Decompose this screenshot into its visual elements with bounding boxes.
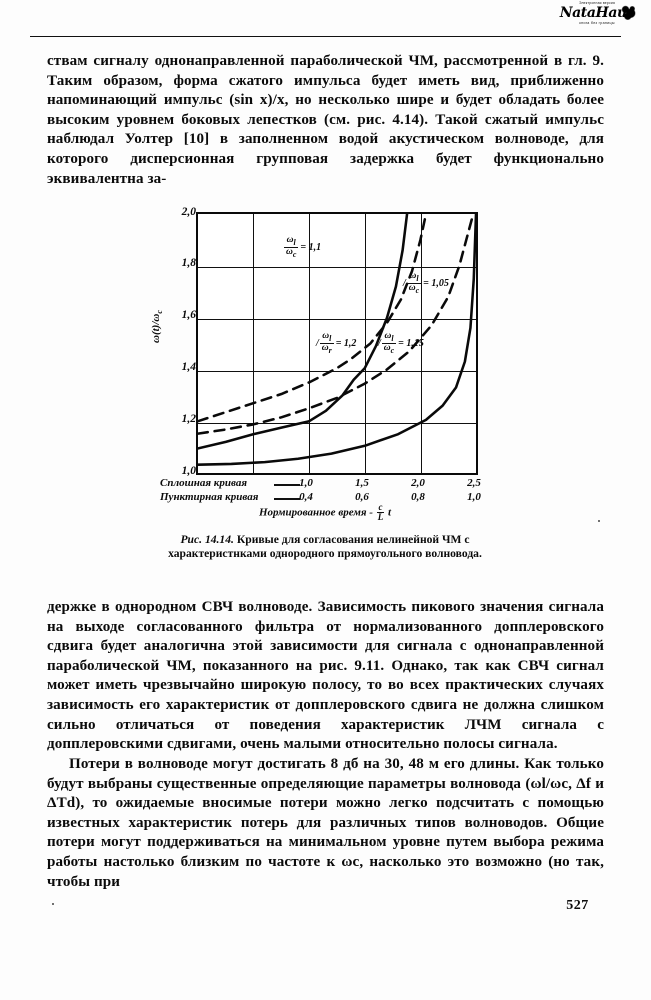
page-number: 527 [566, 898, 589, 913]
watermark: Электронная версия NataHaus книга без гр… [551, 1, 643, 28]
paragraph-3: Потери в волноводе могут достигать 8 дб … [47, 756, 604, 890]
gridline-v-4 [421, 214, 423, 473]
chart-ytick-2: 1,4 [181, 361, 196, 373]
paragraph-1: ствам сигналу однонаправленной параболич… [47, 53, 604, 187]
chart-annotation-1-num: ωl [406, 271, 422, 285]
gridline-v-2 [309, 214, 311, 473]
chart-xtick-solid-1: 1,5 [355, 477, 369, 489]
chart-ytick-1: 1,2 [181, 413, 196, 425]
chart-annotation-2-num: ωl [319, 331, 334, 345]
chart-annotation-2-value: = 1,2 [335, 338, 357, 350]
chart-legend-row-solid: Сплошная кривая 1,0 1,5 2,0 2,5 [150, 477, 500, 492]
chart-series-1 [198, 214, 476, 466]
gridline-h-1-8 [198, 266, 476, 268]
chart-annotation-3: / ωl ωc = 1,15 [378, 331, 424, 356]
paragraph-1-container: ствам сигналу однонаправленной параболич… [47, 52, 604, 189]
paragraph-2: держке в однородном СВЧ волноводе. Завис… [47, 599, 604, 753]
scan-speck-2 [52, 903, 54, 905]
paragraph-2-container: держке в однородном СВЧ волноводе. Завис… [47, 598, 604, 755]
chart-xtick-solid-2: 2,0 [411, 477, 425, 489]
watermark-brand: NataHaus [559, 5, 637, 22]
chart-annotation-3-fraction: ωl ωc [381, 331, 397, 356]
chart-annotation-1-fraction: ωl ωc [406, 271, 422, 296]
chart-annotation-0-fraction: ωl ωc [284, 235, 299, 260]
chart-ytick-5: 2,0 [181, 206, 196, 218]
chart-ytick-0: 1,0 [181, 465, 196, 477]
figure-caption: Рис. 14.14. Кривые для согласования нели… [150, 533, 500, 562]
watermark-bottom-line: книга без границы [579, 21, 615, 26]
figure-14-14: ω(t)/ωc 2,0 1,8 1,6 1,4 1,2 1,0 [150, 203, 500, 533]
chart-annotation-2-fraction: ωl ωr [319, 331, 334, 356]
chart-series-0 [198, 214, 409, 450]
chart-x-axis-label-suffix: t [387, 506, 392, 519]
chart-x-axis-label-text: Нормированное время - [258, 506, 373, 519]
chart-xtick-dashed-2: 0,8 [411, 491, 425, 503]
paragraph-3-container: Потери в волноводе могут достигать 8 дб … [47, 755, 604, 892]
chart-annotation-3-den: ωc [383, 343, 395, 356]
chart-annotation-3-value: = 1,15 [398, 338, 424, 350]
chart: ω(t)/ωc 2,0 1,8 1,6 1,4 1,2 1,0 [150, 203, 500, 533]
chart-annotation-3-leader: / [378, 338, 381, 350]
chart-xtick-dashed-0: 0,4 [299, 491, 313, 503]
chart-xtick-dashed-3: 1,0 [467, 491, 481, 503]
chart-annotation-2-leader: / [316, 338, 319, 350]
gridline-h-1-2 [198, 422, 476, 424]
chart-ytick-3: 1,6 [181, 309, 196, 321]
chart-xtick-solid-3: 2,5 [467, 477, 481, 489]
chart-annotation-2-den: ωr [321, 343, 332, 356]
page-number-container: 527 [0, 898, 651, 914]
chart-series-3 [198, 214, 475, 435]
chart-xtick-dashed-1: 0,6 [355, 491, 369, 503]
chart-series-2 [198, 214, 428, 423]
figure-caption-label: Рис. 14.14. [180, 533, 234, 546]
gridline-v-3 [365, 214, 367, 473]
watermark-brand-text: NataHaus [559, 5, 635, 22]
chart-legend-dashed-label: Пунктирная кривая [160, 491, 259, 503]
chart-annotation-1: / ωl ωc = 1,05 [403, 271, 449, 296]
gridline-h-1-4 [198, 370, 476, 372]
chart-legend-solid-swatch [274, 484, 300, 486]
chart-x-axis-label: Нормированное время - c L t [150, 502, 500, 523]
chart-plot-area: ωl ωc = 1,1 / ωl ωc = 1,05 / ωl ωr [196, 212, 478, 475]
chart-annotation-2: / ωl ωr = 1,2 [316, 331, 357, 356]
figure-caption-text: Кривые для согласования нелинейной ЧМ с … [168, 533, 482, 561]
header-rule [30, 36, 621, 37]
chart-annotation-1-value: = 1,05 [423, 278, 449, 290]
chart-annotation-0: ωl ωc = 1,1 [284, 235, 322, 260]
chart-legend-solid-label: Сплошная кривая [160, 477, 247, 489]
gridline-h-1-6 [198, 318, 476, 320]
chart-annotation-1-leader: / [403, 278, 406, 290]
chart-annotation-1-den: ωc [408, 283, 420, 296]
chart-annotation-0-num: ωl [284, 235, 299, 249]
chart-annotation-0-value: = 1,1 [300, 242, 322, 254]
chart-ytick-4: 1,8 [181, 257, 196, 269]
watermark-emblem-icon [621, 5, 637, 21]
chart-x-axis-fraction: c L [376, 502, 385, 523]
chart-xtick-solid-0: 1,0 [299, 477, 313, 489]
scan-speck-1 [598, 520, 600, 522]
chart-annotation-3-num: ωl [381, 331, 397, 345]
chart-x-axis-fraction-num: c [376, 502, 385, 514]
chart-annotation-0-den: ωc [286, 247, 297, 260]
gridline-v-1 [253, 214, 255, 473]
chart-curves [198, 214, 476, 466]
watermark-top-line: Электронная версия [578, 1, 615, 5]
chart-legend-dashed-swatch [274, 498, 300, 500]
chart-x-axis-fraction-den: L [377, 512, 384, 523]
chart-legend-row-dashed: Пунктирная кривая 0,4 0,6 0,8 1,0 [150, 491, 500, 506]
